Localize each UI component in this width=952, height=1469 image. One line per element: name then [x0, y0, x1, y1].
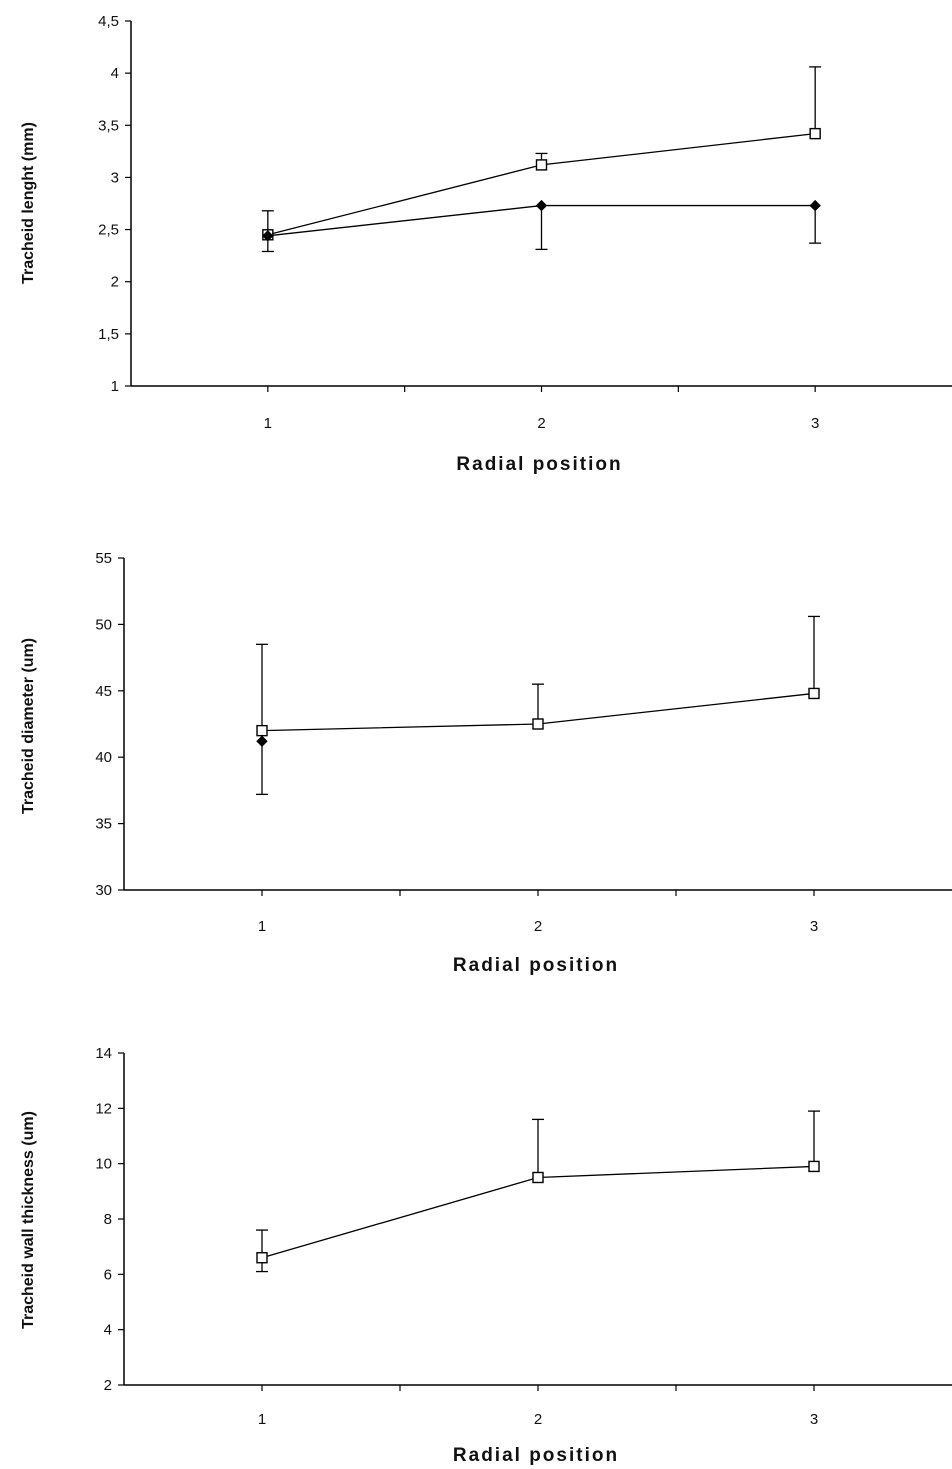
y-tick-label: 3,5	[98, 117, 119, 134]
y-tick-label: 35	[95, 816, 112, 833]
y-tick-label: 14	[95, 1045, 112, 1062]
x-tick-label: 1	[258, 1411, 266, 1428]
series-2	[261, 199, 822, 253]
y-axis-label: Tracheid wall thickness (um)	[20, 1111, 37, 1329]
data-point-square	[532, 718, 544, 730]
data-point-square	[532, 1171, 544, 1184]
y-tick-label: 4	[104, 1322, 112, 1339]
x-tick-label: 1	[264, 415, 272, 432]
x-tick-label: 2	[534, 1411, 542, 1428]
y-tick-label: 3	[111, 169, 119, 186]
data-point-diamond	[256, 735, 268, 747]
data-point-diamond	[262, 230, 274, 242]
y-tick-label: 50	[95, 616, 112, 633]
y-tick-label: 6	[104, 1266, 112, 1283]
x-tick-label: 1	[258, 918, 266, 935]
series-1	[256, 1110, 820, 1273]
x-axis-label: Radial position	[453, 955, 619, 976]
y-axis-label: Tracheid diameter (um)	[20, 638, 37, 814]
data-point-square	[809, 127, 821, 140]
x-tick-label: 2	[537, 415, 545, 432]
data-point-square	[256, 724, 268, 737]
x-tick-label: 3	[810, 1411, 818, 1428]
data-point-square	[256, 1252, 268, 1264]
data-point-square	[808, 1160, 820, 1173]
x-tick-label: 2	[534, 918, 542, 935]
y-tick-label: 55	[95, 550, 112, 567]
x-axis-label: Radial position	[456, 454, 622, 475]
y-tick-label: 30	[95, 882, 112, 899]
y-tick-label: 4,5	[98, 13, 119, 30]
x-axis-label: Radial position	[453, 1445, 619, 1466]
y-tick-label: 2	[104, 1377, 112, 1394]
data-point-square	[808, 687, 820, 700]
data-point-diamond	[535, 199, 548, 212]
data-point-diamond	[809, 199, 821, 212]
y-tick-label: 1,5	[98, 326, 119, 343]
y-tick-label: 40	[95, 749, 112, 766]
y-tick-label: 12	[95, 1100, 112, 1117]
y-tick-label: 8	[104, 1211, 112, 1228]
series-2	[256, 735, 268, 747]
y-tick-label: 4	[111, 65, 119, 82]
data-point-square	[535, 159, 548, 171]
y-tick-label: 2	[111, 274, 119, 291]
chart-panel-2: 30 35 40 45 50 55 1 2 3 Radial position Tracheid d…	[20, 550, 952, 976]
x-tick-label: 3	[810, 918, 818, 935]
y-tick-label: 45	[95, 683, 112, 700]
y-tick-label: 1	[111, 378, 119, 395]
y-axis-label: Tracheid lenght (mm)	[20, 122, 37, 284]
chart-panel-1: 1 1,5 2 2,5 3 3,5 4 4,5 1 2 3 Radial position Trache…	[20, 13, 952, 475]
y-tick-label: 2,5	[98, 222, 119, 239]
y-tick-label: 10	[95, 1156, 112, 1173]
series-1	[256, 615, 820, 796]
x-tick-label: 3	[811, 415, 819, 432]
